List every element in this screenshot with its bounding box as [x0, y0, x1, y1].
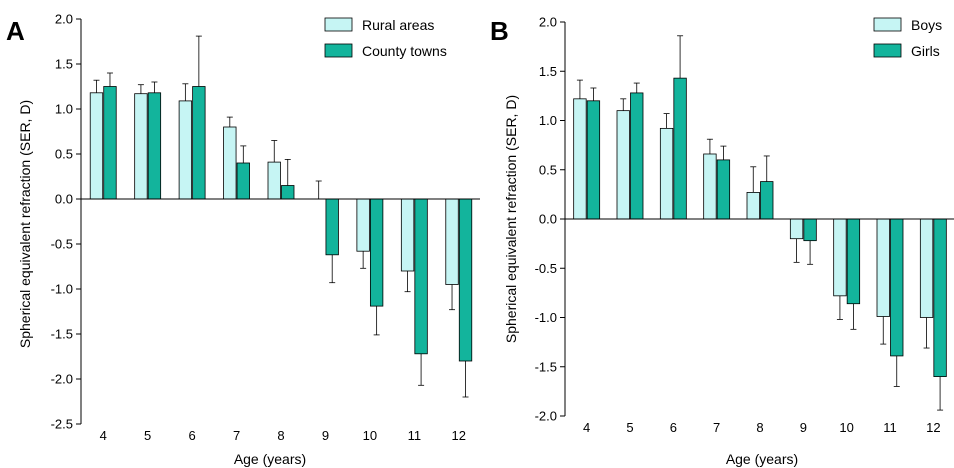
legend-label-county-towns: County towns	[362, 43, 447, 59]
x-tick-label: 6	[188, 428, 195, 443]
panel-a-x-axis-label: Age (years)	[234, 451, 306, 467]
legend-swatch-girls	[873, 43, 902, 58]
bar-rural-areas-11	[400, 198, 415, 272]
x-tick-label: 11	[883, 420, 897, 435]
bar-rural-areas-10	[356, 198, 370, 252]
bar-rural-areas-6	[178, 100, 193, 200]
bar-girls-12	[933, 218, 947, 378]
bar-boys-12	[919, 218, 934, 318]
bar-girls-5	[630, 92, 644, 220]
bar-county-towns-7	[236, 162, 250, 200]
legend-swatch-rural-areas	[324, 17, 353, 32]
panel-a-letter: A	[6, 16, 25, 46]
x-tick-label: 10	[363, 428, 377, 443]
x-tick-label: 6	[670, 420, 677, 435]
bar-girls-9	[803, 218, 817, 242]
y-tick-label: 2.0	[55, 12, 73, 27]
x-tick-label: 12	[926, 420, 940, 435]
panel-a-legend: Rural areas County towns	[324, 17, 447, 59]
bar-rural-areas-12	[445, 198, 459, 285]
y-tick-label: -0.5	[535, 261, 557, 276]
bar-boys-6	[659, 127, 674, 220]
y-tick-label: 2.0	[539, 15, 557, 30]
panel-b-x-ticks: 4 5 6 7 8 9 10 11 12	[583, 420, 941, 435]
legend-swatch-county-towns	[324, 43, 353, 58]
bar-rural-areas-5	[134, 93, 148, 200]
y-tick-label: -2.0	[535, 409, 557, 424]
panel-a-y-axis-label: Spherical equivalent refraction (SER, D)	[17, 100, 33, 348]
bar-boys-4	[573, 98, 587, 220]
bar-rural-areas-8	[267, 161, 281, 200]
bar-boys-5	[616, 110, 630, 220]
x-tick-label: 4	[583, 420, 590, 435]
y-tick-label: 1.5	[55, 57, 73, 72]
y-tick-label: 1.0	[55, 102, 73, 117]
y-tick-label: -0.5	[51, 237, 73, 252]
y-tick-label: -1.5	[535, 359, 557, 374]
y-tick-label: 0.5	[539, 162, 557, 177]
x-tick-label: 9	[322, 428, 329, 443]
bar-county-towns-8	[281, 185, 295, 200]
bar-county-towns-12	[458, 198, 473, 362]
y-tick-label: 1.5	[539, 64, 557, 79]
x-tick-label: 10	[839, 420, 853, 435]
bar-rural-areas-7	[223, 126, 237, 200]
bar-boys-11	[876, 218, 890, 317]
panel-b-bars	[573, 35, 947, 411]
panel-a-bars	[89, 35, 473, 398]
bar-girls-8	[760, 181, 774, 220]
x-tick-label: 9	[800, 420, 807, 435]
panel-a: A Spherical equivalent refraction (SER, …	[6, 12, 480, 467]
y-tick-label: 0.0	[539, 212, 557, 227]
bar-girls-10	[846, 218, 861, 305]
bar-boys-8	[746, 192, 760, 220]
panel-b-y-axis-label: Spherical equivalent refraction (SER, D)	[503, 95, 519, 343]
bar-county-towns-10	[369, 198, 384, 307]
bar-girls-6	[673, 77, 687, 220]
y-tick-label: -2.0	[51, 372, 73, 387]
x-tick-label: 11	[408, 428, 422, 443]
y-tick-label: 1.0	[539, 113, 557, 128]
bar-rural-areas-4	[89, 92, 104, 200]
bar-boys-10	[833, 218, 847, 297]
panel-b-legend: Boys Girls	[873, 17, 942, 59]
x-tick-label: 8	[756, 420, 763, 435]
x-tick-label: 4	[100, 428, 107, 443]
panel-a-y-ticks: 2.0 1.5 1.0 0.5 0.0 -0.5 -1.0 -1.5 -2.0 -2.5	[51, 12, 81, 432]
bar-county-towns-5	[147, 92, 162, 200]
bar-county-towns-4	[103, 86, 117, 200]
y-tick-label: 0.5	[55, 147, 73, 162]
bar-girls-7	[716, 159, 731, 220]
bar-county-towns-6	[192, 86, 206, 200]
legend-label-boys: Boys	[911, 17, 942, 33]
x-tick-label: 5	[626, 420, 633, 435]
y-tick-label: -2.5	[51, 417, 73, 432]
x-tick-label: 8	[277, 428, 284, 443]
panel-b: B Spherical equivalent refraction (SER, …	[490, 15, 954, 467]
x-tick-label: 12	[452, 428, 466, 443]
y-tick-label: -1.0	[535, 310, 557, 325]
panel-b-x-axis-label: Age (years)	[726, 451, 798, 467]
legend-label-rural-areas: Rural areas	[362, 17, 434, 33]
bar-county-towns-11	[414, 198, 428, 355]
legend-swatch-boys	[873, 17, 902, 32]
x-tick-label: 7	[233, 428, 240, 443]
x-tick-label: 5	[144, 428, 151, 443]
bar-boys-9	[789, 218, 804, 240]
panel-a-x-ticks: 4 5 6 7 8 9 10 11 12	[100, 428, 466, 443]
legend-label-girls: Girls	[911, 43, 940, 59]
y-tick-label: 0.0	[55, 192, 73, 207]
bar-county-towns-9	[325, 198, 339, 256]
bar-girls-11	[890, 218, 904, 357]
y-tick-label: -1.5	[51, 327, 73, 342]
bar-boys-7	[703, 153, 717, 220]
x-tick-label: 7	[713, 420, 720, 435]
panel-b-letter: B	[490, 16, 509, 46]
panel-b-y-ticks: 2.0 1.5 1.0 0.5 0.0 -0.5 -1.0 -1.5 -2.0	[535, 15, 565, 424]
y-tick-label: -1.0	[51, 282, 73, 297]
bar-girls-4	[586, 100, 601, 220]
